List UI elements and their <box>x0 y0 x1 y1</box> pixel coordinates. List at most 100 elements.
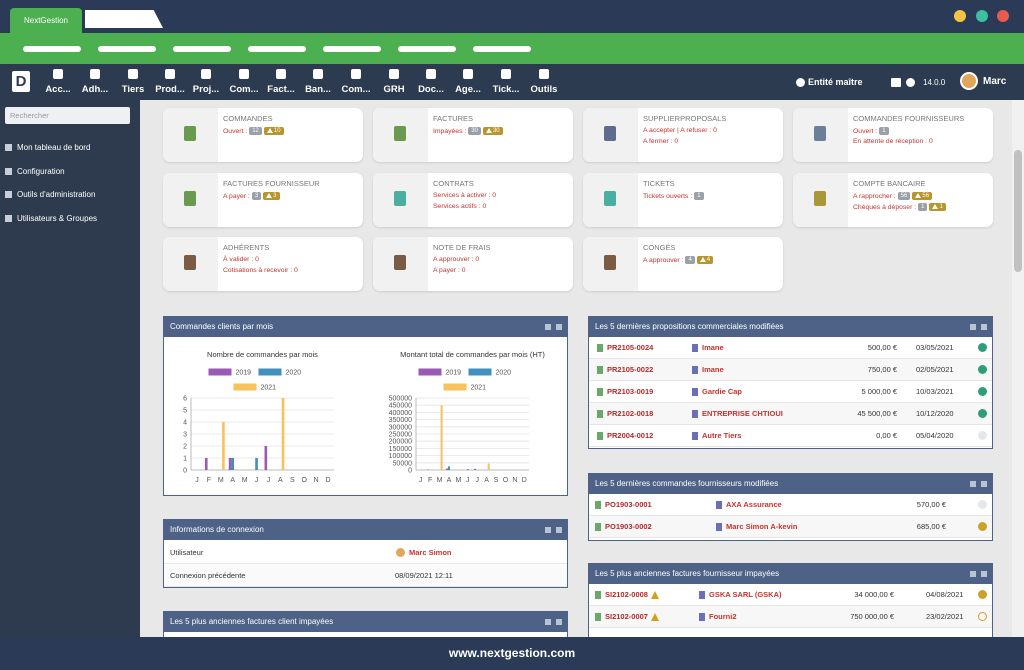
summary-card[interactable]: NOTE DE FRAIS A approuver : 0 A payer : 0 <box>373 237 573 291</box>
card-line[interactable]: A rapprocher :56 56 <box>853 192 933 200</box>
thirdparty-link[interactable]: Marc Simon A-kevin <box>726 522 798 531</box>
summary-card[interactable]: ADHÉRENTS À valider : 0 Cotisations à rece… <box>163 237 363 291</box>
ref-link[interactable]: PR2103-0019 <box>607 387 654 396</box>
widget-close[interactable] <box>981 324 987 330</box>
menu-item[interactable]: Ban... <box>300 66 336 95</box>
thirdparty-link[interactable]: Gardie Cap <box>702 387 743 396</box>
scroll-thumb[interactable] <box>1014 150 1022 272</box>
thirdparty-link[interactable]: Imane <box>702 365 724 374</box>
sidebar-item[interactable]: Utilisateurs & Groupes <box>5 214 97 223</box>
y-tick-label: 250000 <box>389 432 412 439</box>
user-menu[interactable]: Marc <box>983 76 1007 87</box>
globe-icon <box>796 78 805 87</box>
summary-card[interactable]: CONTRATS Services à activer : 0 Services a… <box>373 173 573 227</box>
ref-link[interactable]: PR2102-0018 <box>607 409 654 418</box>
thirdparty-link[interactable]: Autre Tiers <box>702 431 742 440</box>
menu-item[interactable]: Acc... <box>40 66 76 95</box>
card-line[interactable]: Ouvert :1 <box>853 127 889 135</box>
menu-item[interactable]: Doc... <box>413 66 449 95</box>
print-icon[interactable] <box>891 78 901 87</box>
widget-move[interactable] <box>970 324 976 330</box>
card-line[interactable]: Services actifs : 0 <box>433 203 486 210</box>
ref-link[interactable]: PR2105-0024 <box>607 343 654 352</box>
summary-card[interactable]: TICKETS Tickets ouverts :1 <box>583 173 783 227</box>
scrollbar[interactable] <box>1012 100 1024 637</box>
card-line[interactable]: A approuver : 0 <box>433 256 479 263</box>
window-dot[interactable] <box>976 10 988 22</box>
info-value[interactable]: Marc Simon <box>409 548 452 557</box>
widget-move[interactable] <box>545 527 551 533</box>
entity-selector[interactable]: Entité maître <box>808 77 863 87</box>
window-dot[interactable] <box>997 10 1009 22</box>
summary-card[interactable]: COMMANDES Ouvert :12 10 <box>163 108 363 162</box>
widget-close[interactable] <box>556 324 562 330</box>
widget-close[interactable] <box>981 481 987 487</box>
legend-label: 2019 <box>236 370 252 377</box>
widget-move[interactable] <box>545 324 551 330</box>
sidebar-item[interactable]: Configuration <box>5 167 65 176</box>
thirdparty-link[interactable]: AXA Assurance <box>726 500 782 509</box>
menu-item[interactable]: Fact... <box>263 66 299 95</box>
x-tick-label: A <box>278 477 283 484</box>
widget-move[interactable] <box>970 481 976 487</box>
menu-item[interactable]: Com... <box>338 66 374 95</box>
widget-close[interactable] <box>981 571 987 577</box>
menu-item[interactable]: Age... <box>450 66 486 95</box>
sidebar-item[interactable]: Outils d'administration <box>5 190 95 199</box>
search-input[interactable]: Rechercher <box>5 107 130 124</box>
card-line[interactable]: Impayées :30 30 <box>433 127 503 135</box>
ref-link[interactable]: SI2102-0008 <box>605 590 648 599</box>
menu-item[interactable]: Tiers <box>115 66 151 95</box>
ref-link[interactable]: PO1903-0001 <box>605 500 652 509</box>
menu-item[interactable]: Proj... <box>188 66 224 95</box>
help-icon[interactable] <box>906 78 915 87</box>
summary-card[interactable]: SUPPLIERPROPOSALS A accepter | A refuser … <box>583 108 783 162</box>
card-line[interactable]: Services à activer : 0 <box>433 192 496 199</box>
window-dot[interactable] <box>954 10 966 22</box>
card-line[interactable]: Cotisations à recevoir : 0 <box>223 267 298 274</box>
ref-link[interactable]: PO1903-0002 <box>605 522 652 531</box>
ref-link[interactable]: PR2105-0022 <box>607 365 654 374</box>
menu-item[interactable]: Outils <box>526 66 562 95</box>
date: 05/04/2020 <box>916 431 954 440</box>
logo[interactable]: D <box>12 71 30 92</box>
status-dot <box>978 387 987 396</box>
ref-link[interactable]: PR2004-0012 <box>607 431 654 440</box>
widget-move[interactable] <box>970 571 976 577</box>
summary-card[interactable]: COMPTE BANCAIRE A rapprocher :56 56 Chèques… <box>793 173 993 227</box>
widget-tools <box>970 571 987 577</box>
card-line[interactable]: A payer : 0 <box>433 267 466 274</box>
widget-move[interactable] <box>545 619 551 625</box>
menu-item[interactable]: Tick... <box>488 66 524 95</box>
avatar[interactable] <box>960 72 978 90</box>
thirdparty-link[interactable]: GSKA SARL (GSKA) <box>709 590 782 599</box>
summary-card[interactable]: FACTURES Impayées :30 30 <box>373 108 573 162</box>
card-line[interactable]: Ouvert :12 10 <box>223 127 284 135</box>
card-line[interactable]: En attente de réception : 0 <box>853 138 933 145</box>
browser-tab[interactable]: NextGestion <box>10 8 82 33</box>
menu-item[interactable]: GRH <box>376 66 412 95</box>
thirdparty-link[interactable]: Fourni2 <box>709 612 737 621</box>
card-line[interactable]: À valider : 0 <box>223 256 259 263</box>
x-tick-label: N <box>512 477 517 484</box>
menu-item[interactable]: Com... <box>226 66 262 95</box>
menu-item[interactable]: Prod... <box>152 66 188 95</box>
widget-close[interactable] <box>556 527 562 533</box>
card-line[interactable]: Tickets ouverts :1 <box>643 192 704 200</box>
widget-close[interactable] <box>556 619 562 625</box>
list-row: SI2102-0008 GSKA SARL (GSKA) 34 000,00 € 04… <box>589 584 992 606</box>
summary-card[interactable]: COMMANDES FOURNISSEURS Ouvert :1 En attent… <box>793 108 993 162</box>
card-line[interactable]: A fermer : 0 <box>643 138 678 145</box>
menu-item[interactable]: Adh... <box>77 66 113 95</box>
thirdparty-link[interactable]: ENTREPRISE CHTIOUI <box>702 409 783 418</box>
sidebar-item[interactable]: Mon tableau de bord <box>5 143 90 152</box>
ref-link[interactable]: SI2102-0007 <box>605 612 648 621</box>
browser-tab-blank[interactable] <box>85 10 163 28</box>
thirdparty-link[interactable]: Imane <box>702 343 724 352</box>
card-line[interactable]: A accepter | A refuser : 0 <box>643 127 717 134</box>
